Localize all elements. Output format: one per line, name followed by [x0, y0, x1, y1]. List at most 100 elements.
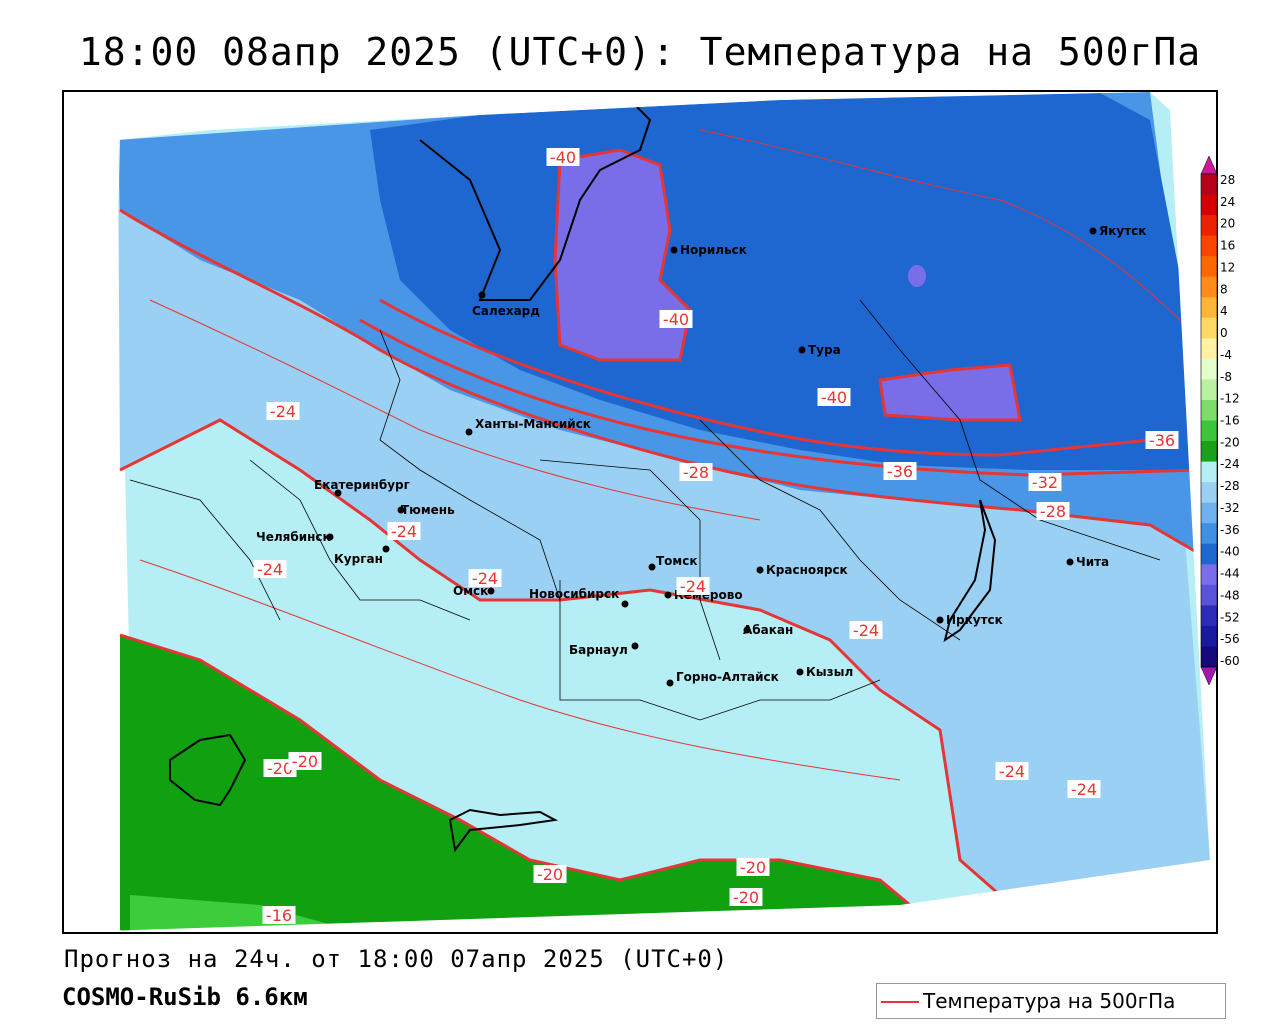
isotherm-minus28 [119, 208, 1211, 562]
city-label: Челябинск [256, 530, 331, 544]
contour-label: -24 [853, 621, 879, 640]
contour-label-bg [263, 759, 297, 777]
contour-label: -28 [1040, 502, 1066, 521]
city-dot [936, 616, 944, 624]
colorbar-tick-label: 12 [1220, 260, 1235, 274]
city-label: Чита [1076, 555, 1109, 569]
contour-label: -20 [740, 858, 766, 877]
colorbar-tick-label: 24 [1220, 195, 1235, 209]
city-label: Новосибирск [529, 587, 619, 601]
domain-mask-left [63, 91, 135, 935]
city-dot [465, 428, 473, 436]
contour-label: -28 [683, 463, 709, 482]
city-dot [648, 563, 656, 571]
contour-label: -36 [887, 462, 913, 481]
contour-label-bg [659, 310, 693, 328]
isotherm-minus40-east [878, 363, 1022, 422]
city-label: Курган [334, 552, 383, 566]
city-dot [478, 291, 486, 299]
contour-label-bg [288, 752, 322, 770]
city-dot [1089, 227, 1097, 235]
colorbar-swatch [1201, 543, 1217, 565]
city-label: Якутск [1099, 224, 1146, 238]
contour-label-bg [546, 148, 580, 166]
contour-label-bg [1145, 431, 1179, 449]
city-dot [756, 566, 764, 574]
colorbar-swatch [1201, 338, 1217, 360]
city-label: Ханты-Мансийск [475, 417, 591, 431]
colorbar-tick-label: -20 [1220, 435, 1240, 449]
colorbar-swatch [1201, 605, 1217, 627]
contour-label-bg [849, 621, 883, 639]
map-title: 18:00 08апр 2025 (UTC+0): Температура на… [78, 30, 1202, 74]
admin-border-2 [539, 459, 721, 661]
city-dot [631, 642, 639, 650]
contour-label-bg [817, 388, 851, 406]
colorbar-swatch [1201, 564, 1217, 586]
contour-label: -24 [391, 522, 417, 541]
city-dot [796, 668, 804, 676]
legend-label: Температура на 500гПа [923, 989, 1176, 1013]
city-dot [666, 679, 674, 687]
city-label: Кызыл [806, 665, 853, 679]
colorbar-tick-label: -52 [1220, 610, 1240, 624]
admin-border-1 [379, 329, 561, 601]
colorbar-swatch [1201, 646, 1217, 668]
contour-label-bg [533, 865, 567, 883]
contour-label: -32 [1032, 473, 1058, 492]
contour-label: -40 [663, 310, 689, 329]
contour-label: -24 [999, 762, 1025, 781]
isotherm-thin-1 [149, 299, 761, 521]
domain-mask-top [63, 91, 1217, 140]
colorbar-swatch [1201, 399, 1217, 421]
colorbar-tick-label: -32 [1220, 501, 1240, 515]
contour-label: -24 [680, 577, 706, 596]
colorbar-swatch [1201, 297, 1217, 319]
city-label: Барнаул [569, 643, 628, 657]
city-dot [1066, 558, 1074, 566]
zone-violet-north [555, 150, 690, 360]
contour-label: -40 [550, 148, 576, 167]
city-label: Норильск [680, 243, 747, 257]
colorbar-swatch [1201, 174, 1217, 196]
contour-label: -40 [821, 388, 847, 407]
contour-label: -24 [472, 569, 498, 588]
contour-label-bg [468, 569, 502, 587]
colorbar-swatch [1201, 625, 1217, 647]
colorbar-swatch [1201, 584, 1217, 606]
contour-label-bg [1028, 473, 1062, 491]
aral-region [169, 733, 247, 807]
city-dot [664, 591, 672, 599]
city-label: Екатеринбург [314, 478, 410, 492]
colorbar-swatch [1201, 420, 1217, 442]
city-dot [621, 600, 629, 608]
balkhash-lake [448, 808, 559, 853]
city-label: Иркутск [946, 613, 1003, 627]
colorbar-tick-label: -16 [1220, 414, 1240, 428]
colorbar-tick-label: -12 [1220, 392, 1240, 406]
city-label: Горно-Алтайск [676, 670, 779, 684]
colorbar: 28 24 20 16 12 8 4 0 -4 -8 -12 -16 -20 -24 -28 -32 -36 -4… [1200, 155, 1240, 686]
admin-border-6 [559, 580, 881, 721]
contour-label-bg [1036, 502, 1070, 520]
colorbar-swatch [1201, 358, 1217, 380]
contour-label-bg [262, 906, 296, 924]
admin-border-3 [699, 419, 961, 641]
isotherm-thin-2 [139, 559, 901, 781]
baikal-lake [943, 499, 997, 643]
colorbar-tick-label: -4 [1220, 348, 1232, 362]
colorbar-tick-label: -56 [1220, 632, 1240, 646]
city-dot [326, 533, 334, 541]
colorbar-tick-label: 16 [1220, 239, 1235, 253]
isotherm-minus32 [359, 318, 1201, 477]
city-dot [397, 506, 405, 514]
city-label: Салехард [472, 304, 540, 318]
contour-label-bg [676, 577, 710, 595]
contour-label-bg [995, 762, 1029, 780]
city-markers: Норильск Салехард Тура Якутск Ханты-Мансийск… [256, 224, 1146, 687]
zone-violet-spot [908, 265, 926, 287]
contour-label-bg [1067, 780, 1101, 798]
isotherm-thin-3 [699, 129, 1191, 331]
colorbar-swatch [1201, 235, 1217, 257]
